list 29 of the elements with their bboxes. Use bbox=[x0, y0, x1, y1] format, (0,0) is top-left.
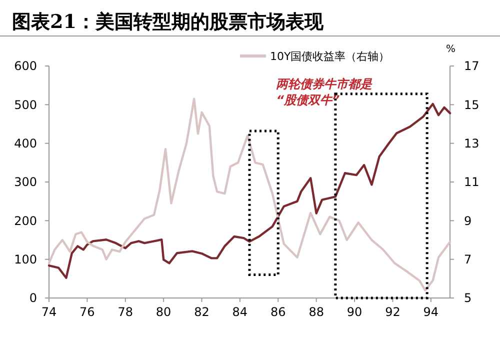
y-tick-label: 600 bbox=[14, 59, 37, 74]
x-tick-label: 92 bbox=[385, 305, 400, 319]
y-tick-label: 400 bbox=[14, 136, 37, 151]
x-tick-label: 86 bbox=[270, 305, 286, 319]
x-tick-label: 76 bbox=[80, 305, 95, 319]
annotation: 两轮债券牛市都是“股债双牛” bbox=[276, 77, 374, 107]
y-tick-label: 300 bbox=[14, 175, 37, 190]
y-tick-label: 500 bbox=[14, 98, 37, 112]
y-tick-label: 100 bbox=[14, 252, 37, 267]
y-tick-label: 0 bbox=[29, 291, 37, 306]
y2-tick-label: 15 bbox=[464, 98, 480, 112]
x-tick-label: 74 bbox=[41, 305, 57, 319]
y2-tick-label: 9 bbox=[464, 214, 472, 228]
x-tick-label: 94 bbox=[423, 305, 439, 319]
legend-label: 10Y国债收益率（右轴） bbox=[270, 50, 390, 63]
x-tick-label: 84 bbox=[232, 305, 248, 319]
y2-axis-title: % bbox=[446, 44, 456, 55]
y-tick-label: 200 bbox=[14, 214, 37, 228]
x-tick-label: 80 bbox=[156, 305, 172, 319]
x-tick-label: 82 bbox=[194, 305, 210, 319]
x-tick-label: 90 bbox=[346, 305, 362, 319]
y2-tick-label: 17 bbox=[464, 59, 480, 74]
x-tick-label: 88 bbox=[308, 305, 324, 319]
y2-tick-label: 5 bbox=[464, 291, 472, 306]
y2-tick-label: 11 bbox=[464, 175, 480, 190]
x-tick-label: 78 bbox=[118, 305, 134, 319]
y2-tick-label: 7 bbox=[464, 252, 472, 267]
y2-tick-label: 13 bbox=[464, 136, 480, 151]
chart-title: 图表21：美国转型期的股票市场表现 bbox=[12, 11, 324, 33]
